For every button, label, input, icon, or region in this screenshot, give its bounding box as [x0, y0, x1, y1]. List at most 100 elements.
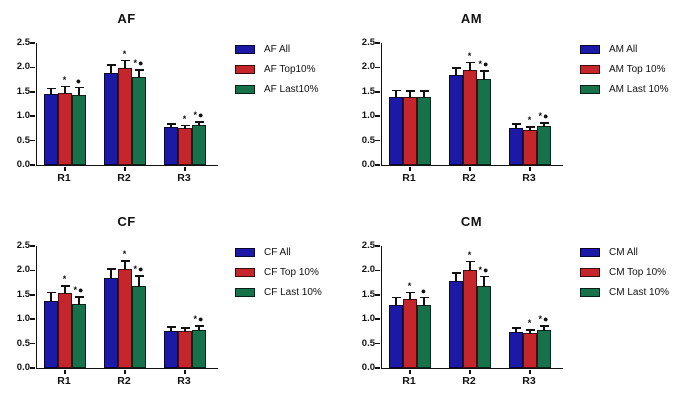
error-bar-cap [391, 89, 401, 92]
error-bar-cap [180, 124, 190, 127]
error-bar-line [198, 122, 200, 127]
legend-item: CM All [580, 247, 669, 258]
error-bar-line [78, 88, 80, 96]
y-axis-tick [375, 42, 380, 44]
y-axis-tick-label: 1.5 [361, 288, 375, 300]
y-axis-tick-label: 0.0 [361, 362, 375, 373]
bar [132, 77, 146, 165]
error-bar-cap [120, 59, 130, 62]
legend-swatch [580, 248, 600, 257]
significance-annotation: * [62, 74, 68, 85]
y-axis-tick-label: 1.5 [361, 85, 375, 97]
error-bar-cap [74, 86, 84, 89]
y-axis-tick-label: 1.0 [16, 110, 30, 122]
bar [118, 268, 132, 368]
x-axis-category-label: R1 [57, 375, 71, 387]
x-axis-category-label: R2 [462, 375, 476, 387]
y-axis-tick-label: 0.0 [361, 159, 375, 170]
bar [449, 281, 463, 368]
error-bar-cap [74, 296, 84, 298]
bar [403, 96, 417, 165]
legend-item: AF Top10% [235, 64, 318, 75]
chart-panel-am: AM * *● * *● 0.0 0.5 1.0 1.5 2.0 2.5 R1 R2 R3 AM All AM… [345, 0, 689, 203]
significance-annotation: *● [478, 264, 490, 275]
error-bar-cap [166, 326, 176, 328]
bar [44, 300, 58, 368]
significance-annotation: *● [193, 314, 205, 325]
plot-area: * ● * *● * *● [375, 245, 563, 374]
error-bar-line [184, 328, 186, 333]
legend-label: CF Last 10% [264, 287, 322, 298]
bar [389, 96, 403, 165]
error-bar-line [423, 91, 425, 99]
y-axis-tick-label: 0.5 [16, 134, 30, 146]
chart-panel-cf: CF * *● * *● *● 0.0 0.5 1.0 1.5 2.0 2.5 R1 R2 R3 CF All… [0, 203, 344, 406]
significance-annotation: *● [133, 264, 145, 275]
bar [44, 94, 58, 165]
y-axis-tick-label: 0.0 [16, 362, 30, 373]
x-axis-category-label: R3 [522, 172, 536, 184]
error-bar-cap [465, 260, 475, 263]
x-axis-category-label: R1 [57, 172, 71, 184]
x-axis-tick [469, 166, 471, 171]
y-axis-tick [30, 269, 35, 272]
x-axis-tick [124, 166, 126, 171]
chart-title: AM [460, 11, 483, 26]
x-axis-tick [184, 166, 186, 171]
error-bar-cap [539, 122, 549, 124]
significance-annotation: * [62, 274, 68, 285]
y-axis-tick [30, 245, 35, 247]
x-axis-tick [409, 166, 411, 171]
error-bar-line [423, 298, 425, 306]
error-bar-line [124, 61, 126, 70]
y-axis-tick [375, 269, 380, 272]
error-bar-cap [120, 260, 130, 262]
y-axis-tick-label: 0.5 [361, 337, 375, 349]
legend-swatch [580, 65, 600, 74]
bar [72, 94, 86, 165]
bar [523, 333, 537, 368]
legend-item: AM Top 10% [580, 64, 668, 75]
legend: AF All AF Top10% AF Last10% [235, 44, 318, 104]
error-bar-cap [106, 268, 116, 270]
error-bar-cap [391, 296, 401, 299]
legend-swatch [580, 45, 600, 54]
significance-annotation: * [527, 318, 533, 329]
error-bar-line [110, 269, 112, 280]
legend-item: CM Top 10% [580, 267, 669, 278]
error-bar-cap [511, 327, 521, 329]
legend-swatch [235, 65, 255, 74]
y-axis-tick [375, 245, 380, 247]
error-bar-line [395, 91, 397, 98]
x-axis-category-label: R3 [522, 375, 536, 387]
error-bar-cap [46, 291, 56, 294]
y-axis-tick [375, 318, 380, 320]
significance-annotation: * [122, 48, 128, 59]
significance-annotation: *● [133, 58, 145, 69]
legend-label: AM All [609, 44, 638, 55]
legend-swatch [235, 268, 255, 277]
error-bar-cap [180, 327, 190, 329]
error-bar-line [395, 298, 397, 306]
x-axis-tick [409, 369, 411, 374]
legend-item: CF Top 10% [235, 267, 322, 278]
legend-swatch [235, 288, 255, 297]
error-bar-line [483, 71, 485, 81]
y-axis-tick-label: 1.5 [16, 85, 30, 97]
significance-annotation: * [407, 280, 413, 291]
error-bar-cap [134, 275, 144, 277]
legend-label: AF Last10% [264, 84, 319, 95]
error-bar-line [198, 326, 200, 331]
x-axis-tick [529, 369, 531, 374]
legend-item: AM All [580, 44, 668, 55]
x-axis-category-label: R1 [402, 375, 416, 387]
bar [58, 292, 72, 368]
bar [192, 125, 206, 165]
y-axis-tick [375, 139, 380, 142]
y-axis-tick [30, 318, 35, 320]
bar [509, 331, 523, 368]
x-axis-tick [184, 369, 186, 374]
error-bar-cap [46, 87, 56, 90]
significance-annotation: ● [420, 285, 428, 296]
error-bar-cap [194, 325, 204, 327]
